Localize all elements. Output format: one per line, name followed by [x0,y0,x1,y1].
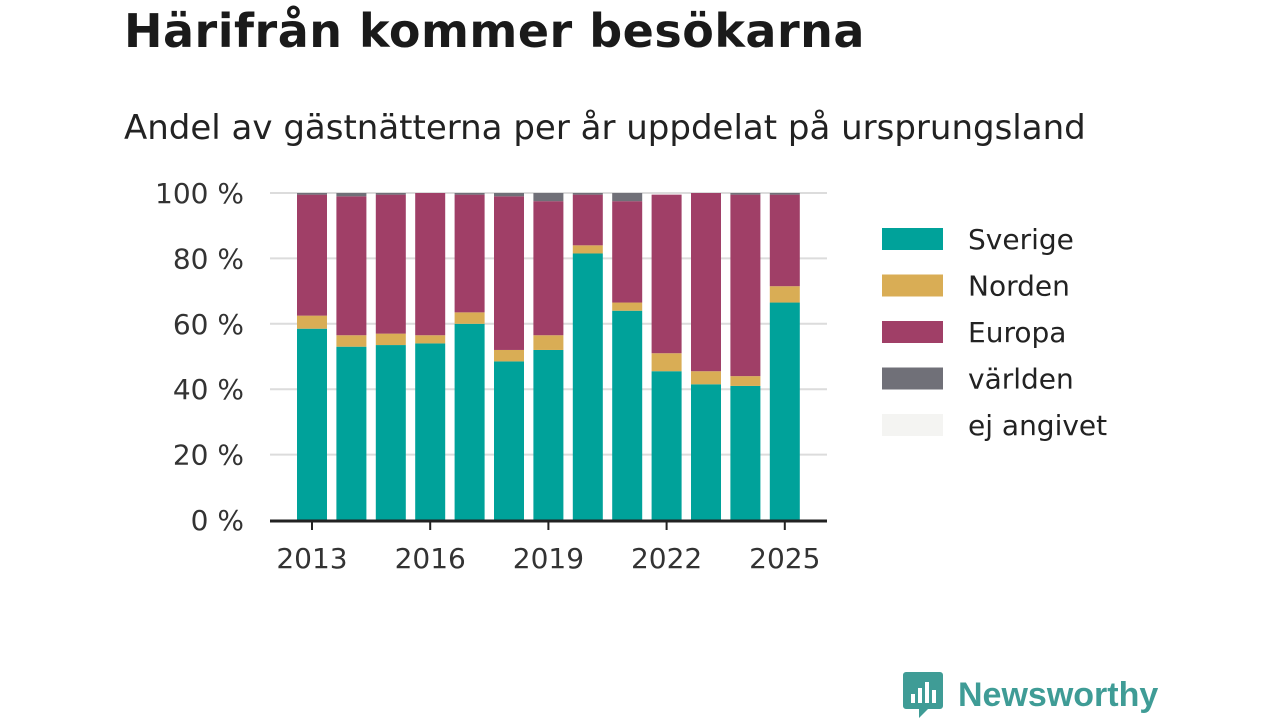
bar-segment [533,201,564,336]
bar-segment [572,253,603,520]
bar-segment [297,315,327,329]
bar-segment [494,193,524,197]
bar-segment [612,201,643,303]
bar-segment [297,328,327,520]
chart-subtitle: Andel av gästnätterna per år uppdelat på… [124,108,1086,148]
legend-swatch [882,228,943,250]
bar-segment [730,385,761,520]
bar-segment [336,196,367,336]
bar-segment [415,193,446,336]
bar-segment [572,193,603,195]
y-tick-label: 20 % [173,439,244,472]
bar-segment [494,196,524,350]
bar-segment [297,194,327,316]
legend-label: Europa [968,316,1066,349]
bar-segment [730,194,761,377]
bar-segment [454,323,485,520]
y-tick-label: 100 % [155,177,244,210]
legend-label: världen [968,363,1074,396]
bar-segment [730,193,761,195]
bar-segment [454,312,485,324]
x-tick-label: 2022 [631,542,702,575]
bar-segment [533,335,564,350]
bar-segment [375,194,406,334]
bar-segment [533,193,564,202]
bar-segment [572,194,603,246]
bar-segment [375,193,406,195]
legend-label: Norden [968,270,1070,303]
bar-segment [572,245,603,254]
y-tick-label: 80 % [173,242,244,275]
bar-segment [336,335,367,347]
bar-chart-speech-bubble-icon [903,672,943,718]
bar-segment [651,353,682,372]
bar-segment [415,343,446,520]
bar-segment [375,333,406,346]
legend-swatch [882,321,943,343]
legend-swatch [882,414,943,436]
bar-segment [612,193,643,202]
bar-segment [297,193,327,195]
legend-swatch [882,274,943,297]
bar-segment [651,194,682,354]
bar-segment [415,335,446,344]
bar-segment [691,193,721,372]
x-tick-label: 2019 [513,542,584,575]
y-tick-label: 40 % [173,373,244,406]
bar-segment [691,384,721,520]
legend-swatch [882,367,943,390]
chart-title: Härifrån kommer besökarna [124,4,865,58]
bar-segment [691,371,721,385]
y-tick-label: 0 % [191,504,244,537]
x-tick-label: 2016 [395,542,466,575]
legend-label: ej angivet [968,409,1107,442]
bar-segment [336,193,367,197]
bar-segment [336,346,367,520]
y-tick-label: 60 % [173,308,244,341]
bar-segment [494,361,524,520]
bar-segment [769,193,800,195]
brand-logo: Newsworthy [902,670,1158,720]
bar-segment [454,193,485,195]
bar-segment [375,345,406,520]
legend-label: Sverige [968,223,1074,256]
x-tick-label: 2025 [749,542,820,575]
bar-segment [769,286,800,303]
bar-segment [454,194,485,313]
bar-segment [651,371,682,520]
x-tick-label: 2013 [276,542,347,575]
bar-segment [769,302,800,520]
brand-name: Newsworthy [958,675,1159,714]
bar-segment [612,302,643,311]
bar-segment [533,349,564,520]
bar-segment [730,376,761,386]
bar-segment [769,194,800,287]
bar-segment [612,310,643,520]
bar-segment [494,349,524,362]
